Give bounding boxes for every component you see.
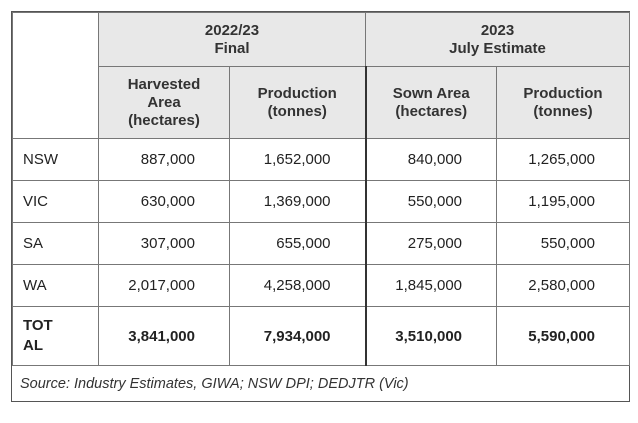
table-cell: 655,000 (228, 222, 367, 265)
table-cell: 550,000 (365, 180, 498, 223)
col-header-production-2023: Production (tonnes) (496, 66, 631, 139)
table-cell: 2,580,000 (496, 264, 631, 307)
row-label: VIC (12, 180, 99, 223)
col-header-production-2022: Production (tonnes) (228, 66, 367, 139)
col-header-sown-area: Sown Area (hectares) (365, 66, 498, 139)
total-cell: 3,510,000 (365, 306, 498, 366)
table-cell: 550,000 (496, 222, 631, 265)
total-cell: 7,934,000 (228, 306, 367, 366)
table-cell: 1,369,000 (228, 180, 367, 223)
table-cell: 275,000 (365, 222, 498, 265)
table-cell: 2,017,000 (98, 264, 230, 307)
table-cell: 1,845,000 (365, 264, 498, 307)
total-label: TOT AL (12, 306, 99, 366)
table-row: VIC 630,000 1,369,000 550,000 1,195,000 (12, 180, 631, 223)
col-header-harvested-area: Harvested Area (hectares) (98, 66, 230, 139)
row-label: SA (12, 222, 99, 265)
table-cell: 630,000 (98, 180, 230, 223)
table-cell: 307,000 (98, 222, 230, 265)
table-cell: 840,000 (365, 138, 498, 181)
table-cell: 1,652,000 (228, 138, 367, 181)
header-corner (12, 12, 99, 139)
table-cell: 1,195,000 (496, 180, 631, 223)
table-row: SA 307,000 655,000 275,000 550,000 (12, 222, 631, 265)
table-cell: 887,000 (98, 138, 230, 181)
group-header-2022-23: 2022/23 Final (97, 12, 367, 67)
table-row: WA 2,017,000 4,258,000 1,845,000 2,580,0… (12, 264, 631, 307)
crop-estimates-table: 2022/23 Final 2023 July Estimate Harvest… (12, 12, 631, 366)
source-note: Source: Industry Estimates, GIWA; NSW DP… (20, 376, 409, 392)
table-cell: 1,265,000 (496, 138, 631, 181)
group-header-2023: 2023 July Estimate (365, 12, 631, 67)
total-cell: 3,841,000 (98, 306, 230, 366)
table-cell: 4,258,000 (228, 264, 367, 307)
total-cell: 5,590,000 (496, 306, 631, 366)
table-row: NSW 887,000 1,652,000 840,000 1,265,000 (12, 138, 631, 181)
row-label: NSW (12, 138, 99, 181)
total-row: TOT AL 3,841,000 7,934,000 3,510,000 5,5… (12, 306, 631, 366)
row-label: WA (12, 264, 99, 307)
crop-table-container: 2022/23 Final 2023 July Estimate Harvest… (11, 11, 631, 402)
